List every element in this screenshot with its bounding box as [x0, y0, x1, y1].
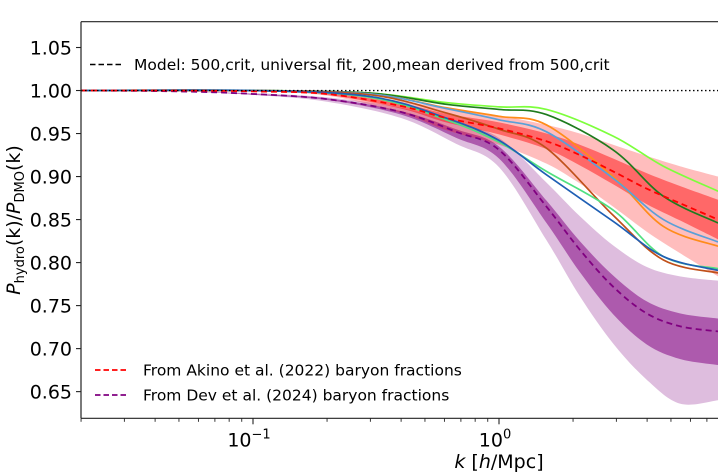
y-tick-label: 0.70	[30, 339, 72, 361]
legend-dev-label: From Dev et al. (2024) baryon fractions	[143, 387, 449, 405]
y-axis-label: Phydro(k)/PDMO(k)	[3, 145, 28, 295]
akino-mean-dashed-line	[81, 89, 718, 221]
y-tick-label: 0.80	[30, 253, 72, 275]
x-axis-label: k [h/Mpc]	[454, 451, 543, 473]
legend-model-label: Model: 500,crit, universal fit, 200,mean…	[134, 56, 610, 74]
plot-area	[81, 89, 718, 405]
y-tick-label: 1.00	[30, 81, 72, 103]
dev-mean-dashed-line	[81, 89, 718, 333]
y-tick-label: 0.75	[30, 296, 72, 318]
y-tick-label: 0.85	[30, 210, 72, 232]
legend-bottom: From Akino et al. (2022) baryon fraction…	[95, 362, 462, 405]
y-tick-label: 0.65	[30, 382, 72, 404]
axes: 0.65 0.70 0.75 0.80 0.85 0.90 0.95 1.00 1.05 10−1…	[30, 21, 718, 451]
legend-akino-label: From Akino et al. (2022) baryon fraction…	[143, 362, 462, 380]
y-tick-label: 1.05	[30, 38, 72, 60]
dev-outer-band	[81, 90, 718, 405]
dev-inner-band	[81, 90, 718, 365]
x-tick-label: 10−1	[227, 427, 270, 451]
akino-outer-band	[81, 90, 718, 277]
y-tick-label: 0.90	[30, 167, 72, 189]
x-tick-label: 100	[479, 427, 511, 451]
legend-top: Model: 500,crit, universal fit, 200,mean…	[90, 56, 610, 74]
y-tick-label: 0.95	[30, 124, 72, 146]
akino-inner-band	[81, 90, 718, 240]
